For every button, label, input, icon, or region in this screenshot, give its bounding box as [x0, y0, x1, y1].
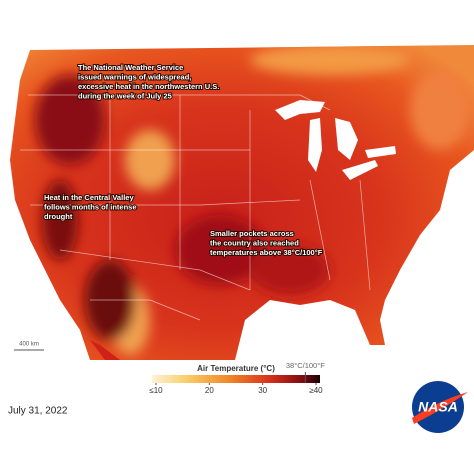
logo: NASA: [412, 381, 468, 433]
scale-bar-label: 400 km: [19, 342, 39, 348]
colorbar-tick-label: ≤10: [149, 386, 163, 395]
annotation: excessive heat in the northwestern U.S.: [78, 82, 219, 91]
annotation: issued warnings of widespread,: [78, 72, 191, 81]
colorbar-tick-label: 20: [205, 386, 214, 395]
baja: [90, 340, 120, 360]
colorbar-tick-label: 30: [258, 386, 267, 395]
legend-title: Air Temperature (°C): [197, 364, 275, 373]
colorbar: [152, 375, 320, 383]
logo-text: NASA: [418, 399, 458, 415]
annotation: Smaller pockets across: [210, 229, 294, 238]
colorbar-tick-label: ≥40: [309, 386, 323, 395]
annotation: the country also reached: [210, 238, 299, 247]
annotation: Heat in the Central Valley: [44, 193, 134, 202]
heat-patches: [35, 45, 470, 355]
borders: [20, 94, 371, 321]
annotation: temperatures above 38°C/100°F: [210, 248, 323, 257]
annotation: follows months of intense: [44, 202, 137, 211]
annotation: during the week of July 25: [78, 91, 172, 100]
date: July 31, 2022: [8, 406, 68, 417]
annotation: The National Weather Service: [78, 63, 183, 72]
annotation: drought: [44, 212, 73, 221]
legend: Air Temperature (°C) ≤10 20 30 ≥40 38°C/100°…: [149, 361, 325, 395]
threshold-label: 38°C/100°F: [286, 361, 325, 370]
map: [10, 45, 474, 360]
great-lakes: [275, 100, 396, 180]
